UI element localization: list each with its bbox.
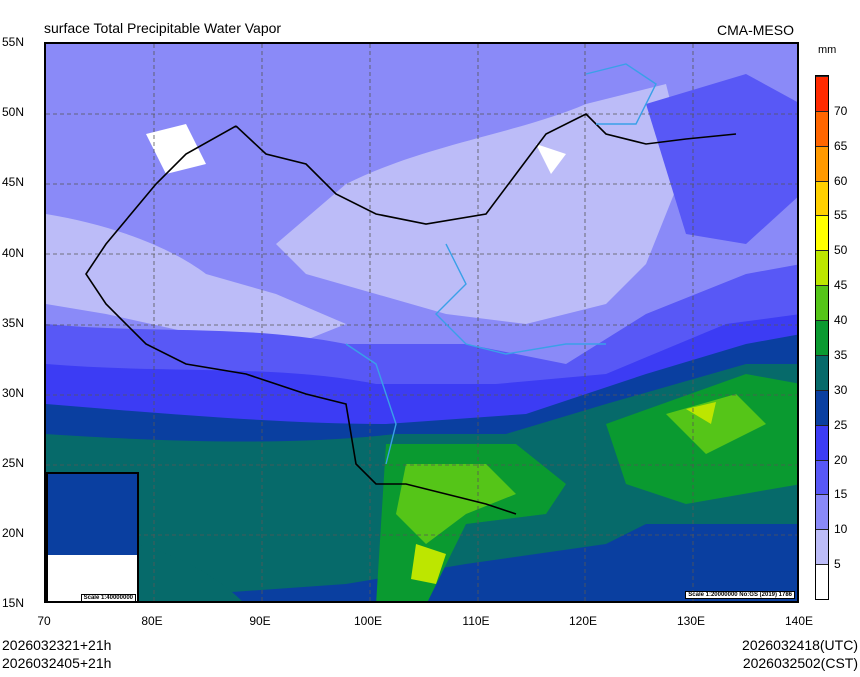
field-15-20-northeast [646,74,797,244]
colorbar-tick-label: 45 [834,278,848,293]
colorbar-bin [816,494,828,530]
colorbar-tick-label: 60 [834,173,848,188]
colorbar-bin [816,215,828,251]
colorbar-tick-label: 5 [834,557,841,572]
colorbar-unit: mm [818,44,837,56]
map-title: surface Total Precipitable Water Vapor [44,20,282,36]
colorbar-tick-label: 55 [834,208,848,223]
lon-label: 120E [568,614,598,628]
valid-time-cst: 2026032502(CST) [742,655,858,671]
lat-label: 15N [2,596,25,610]
national-border [85,113,737,515]
colorbar-tick-label: 40 [834,313,848,328]
lat-label: 20N [2,526,25,540]
colorbar-tick-label: 25 [834,417,848,432]
lon-label: 70 [37,614,51,628]
colorbar-bin [816,145,828,181]
colorbar-bin [816,110,828,146]
model-label: CMA-MESO [717,22,794,38]
colorbar-bin [816,529,828,565]
colorbar-tick-label: 10 [834,522,848,537]
lon-label: 110E [462,614,490,628]
valid-time-utc: 2026032418(UTC) [742,637,858,653]
lat-label: 55N [2,35,25,49]
colorbar-bin [816,180,828,216]
colorbar-bin [816,76,828,111]
colorbar-tick-label: 70 [834,103,848,118]
colorbar-bin [816,389,828,425]
lat-label: 40N [2,246,25,260]
lat-label: 35N [2,316,25,330]
colorbar-tick-label: 20 [834,452,848,467]
inset-scale-label: Scale 1:40000000 [80,594,136,601]
precipitable-water-map: Scale 1:40000000 Scale 1:20000000 No:GS … [44,42,799,603]
colorbar-bin [816,250,828,286]
colorbar-tick-label: 65 [834,138,848,153]
colorbar-bin [816,354,828,390]
colorbar-tick-label: 15 [834,487,848,502]
lon-label: 90E [249,614,271,628]
lat-label: 25N [2,456,25,470]
rivers [345,63,657,465]
init-time-utc: 2026032321+21h [2,637,112,653]
field-40-45 [396,464,516,544]
lat-label: 50N [2,105,25,119]
lon-label: 130E [676,614,706,628]
colorbar-bin [816,320,828,355]
init-time-cst: 2026032405+21h [2,655,112,671]
colorbar-tick-label: 50 [834,243,848,258]
south-china-sea-inset: Scale 1:40000000 [46,472,139,601]
main-scale-label: Scale 1:20000000 No:GS (2019) 1786 [685,591,795,599]
colorbar [815,75,829,600]
map-canvas [46,44,797,601]
field-45-50 [411,402,716,584]
lon-label: 80E [141,614,163,628]
lat-label: 30N [2,386,25,400]
colorbar-bin [816,564,828,599]
colorbar-tick-label: 30 [834,382,848,397]
colorbar-bin [816,424,828,460]
colorbar-bin [816,285,828,321]
lat-label: 45N [2,175,25,189]
colorbar-bin [816,459,828,495]
field-5-10-north [276,84,686,324]
lon-label: 100E [353,614,383,628]
lon-label: 140E [784,614,814,628]
inset-blank-area [48,555,137,601]
field-0-5 [146,124,566,174]
field-5-10-west [46,214,346,344]
colorbar-tick-label: 35 [834,347,848,362]
